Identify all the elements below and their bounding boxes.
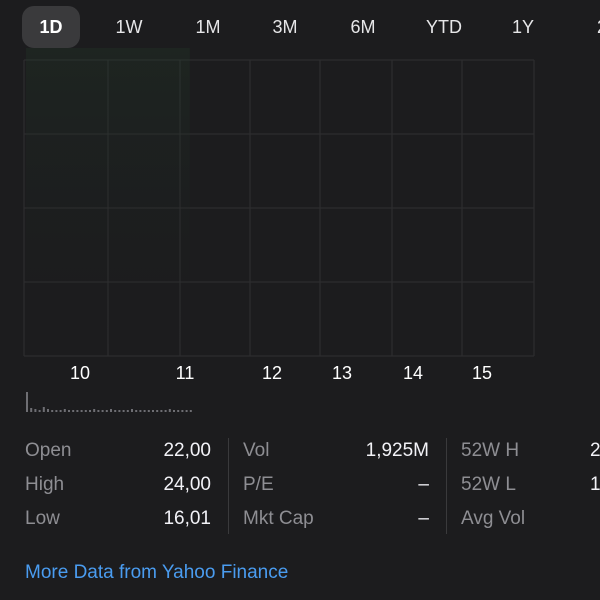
stat-value-52wh: 2 bbox=[590, 440, 600, 461]
volume-bar bbox=[156, 410, 159, 412]
range-tab-bar: 1D 1W 1M 3M 6M YTD 1Y 2Y bbox=[0, 6, 600, 48]
stat-label-low: Low bbox=[25, 508, 60, 529]
stat-label-high: High bbox=[25, 474, 65, 495]
volume-bar bbox=[97, 410, 100, 412]
price-area bbox=[26, 48, 190, 356]
x-tick-label: 11 bbox=[176, 363, 195, 383]
volume-bar bbox=[139, 410, 142, 412]
x-tick-label: 13 bbox=[332, 363, 352, 383]
volume-bar bbox=[101, 410, 104, 412]
volume-bar bbox=[26, 392, 28, 412]
stat-value-low: 16,01 bbox=[163, 508, 211, 529]
stat-value-pe: – bbox=[418, 474, 429, 495]
stat-label-mktcap: Mkt Cap bbox=[243, 508, 314, 529]
stat-value-vol: 1,925M bbox=[365, 440, 429, 461]
volume-bar bbox=[177, 410, 180, 412]
price-chart-svg: 23222018101112131415 bbox=[23, 48, 535, 412]
volume-bar bbox=[89, 410, 91, 412]
stat-value-52wl: 1 bbox=[590, 474, 600, 495]
x-tick-label: 14 bbox=[403, 363, 423, 383]
stat-value-mktcap: – bbox=[418, 508, 429, 529]
volume-bar bbox=[147, 410, 150, 412]
volume-bar bbox=[126, 410, 129, 412]
volume-bar bbox=[38, 410, 41, 412]
tab-3m[interactable]: 3M bbox=[272, 17, 298, 37]
price-chart[interactable]: 23222018101112131415 bbox=[0, 48, 600, 420]
volume-bar bbox=[105, 410, 108, 412]
volume-bar bbox=[55, 410, 58, 412]
tab-1y[interactable]: 1Y bbox=[511, 17, 535, 37]
more-data-link[interactable]: More Data from Yahoo Finance bbox=[25, 562, 289, 583]
volume-bar bbox=[118, 410, 121, 412]
tab-6m[interactable]: 6M bbox=[350, 17, 376, 37]
x-tick-label: 10 bbox=[70, 363, 90, 383]
volume-bar bbox=[114, 410, 117, 412]
volume-bar bbox=[168, 409, 171, 412]
tab-1m[interactable]: 1M bbox=[195, 17, 221, 37]
volume-bar bbox=[34, 409, 37, 412]
volume-bar bbox=[72, 410, 75, 412]
volume-bar bbox=[63, 409, 66, 412]
volume-bar bbox=[189, 410, 192, 412]
volume-bar bbox=[84, 410, 87, 412]
stat-value-high: 24,00 bbox=[163, 474, 211, 495]
volume-bar bbox=[122, 410, 125, 412]
tab-2y[interactable]: 2Y bbox=[588, 6, 600, 48]
stats-divider bbox=[446, 438, 447, 534]
stat-label-vol: Vol bbox=[243, 440, 270, 461]
volume-bar bbox=[131, 409, 133, 412]
volume-bar bbox=[173, 410, 175, 412]
stat-label-52wh: 52W H bbox=[461, 440, 520, 461]
stat-value-open: 22,00 bbox=[163, 440, 211, 461]
volume-bar bbox=[59, 410, 62, 412]
volume-bar bbox=[164, 410, 167, 412]
stat-label-pe: P/E bbox=[243, 474, 274, 495]
stat-label-avgvol: Avg Vol bbox=[461, 508, 526, 529]
volume-bar bbox=[135, 410, 138, 412]
tab-1d[interactable]: 1D bbox=[22, 6, 80, 48]
volume-bar bbox=[42, 407, 45, 412]
volume-bar bbox=[30, 408, 33, 412]
volume-bar bbox=[152, 410, 154, 412]
volume-bar bbox=[51, 410, 54, 412]
volume-bar bbox=[80, 410, 83, 412]
stats-divider bbox=[228, 438, 229, 534]
tab-ytd[interactable]: YTD bbox=[426, 17, 462, 37]
stat-label-52wl: 52W L bbox=[461, 474, 516, 495]
volume-bar bbox=[76, 410, 79, 412]
volume-bar bbox=[185, 410, 188, 412]
x-tick-label: 15 bbox=[472, 363, 492, 383]
volume-bar bbox=[47, 409, 49, 412]
x-tick-label: 12 bbox=[262, 363, 282, 383]
volume-bar bbox=[68, 410, 70, 412]
stat-label-open: Open bbox=[25, 440, 72, 461]
tab-1w[interactable]: 1W bbox=[115, 17, 143, 37]
volume-bar bbox=[160, 410, 163, 412]
volume-bar bbox=[110, 409, 112, 412]
volume-bar bbox=[93, 409, 96, 412]
stats-panel: Open 22,00 High 24,00 Low 16,01 Vol 1,92… bbox=[0, 432, 600, 542]
volume-bar bbox=[181, 410, 184, 412]
volume-bar bbox=[143, 410, 146, 412]
